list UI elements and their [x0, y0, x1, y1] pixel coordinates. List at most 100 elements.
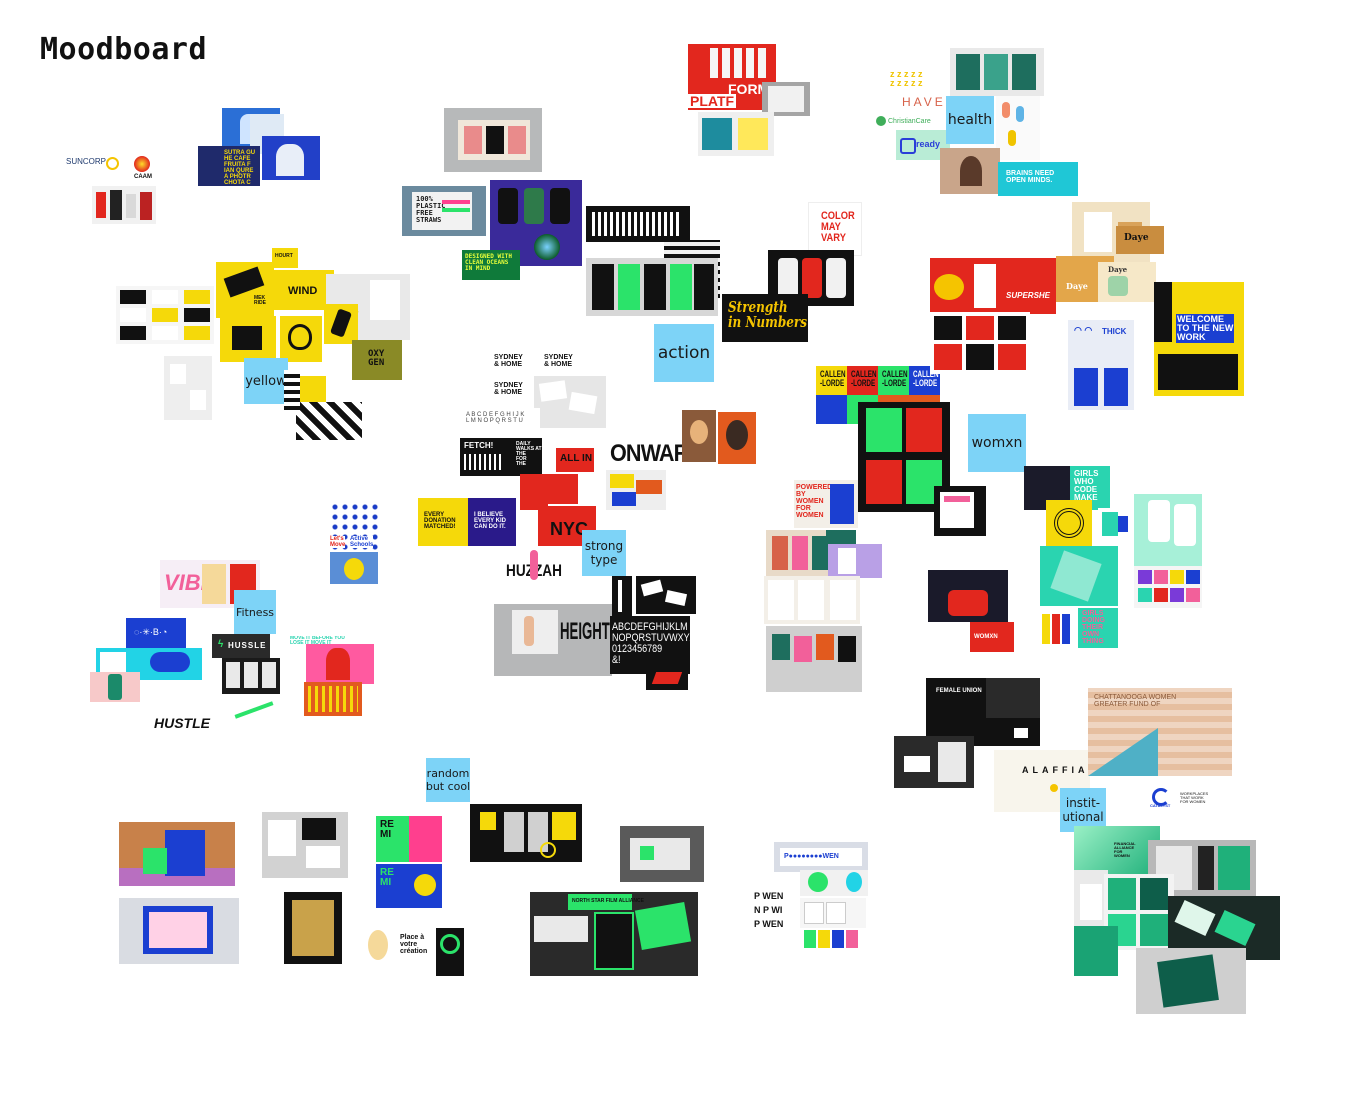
brains-need-open-minds-tile[interactable]: BRAINS NEED OPEN MINDS.: [998, 162, 1078, 196]
green-photo-tile[interactable]: [1074, 926, 1118, 976]
bw-type-tile[interactable]: [612, 576, 632, 616]
green-brochure-tile[interactable]: [436, 928, 464, 976]
women-app-grid-tile[interactable]: [1134, 566, 1202, 608]
suncorp-logo-tile[interactable]: SUNCORP: [62, 152, 120, 174]
dance-photo-tile[interactable]: [928, 570, 1008, 622]
female-union-tile[interactable]: FEMALE UNION: [926, 678, 1040, 746]
all-in-tile[interactable]: ALL IN: [556, 448, 594, 472]
alphabet-specimen-tile[interactable]: ABCDEFGHIJKLM NOPQRSTUVWXYZ 0123456789 &…: [610, 616, 690, 674]
powen-logos-tile[interactable]: P WEN N P WI P WEN: [752, 890, 800, 930]
fitness-text-tile[interactable]: MOVE IT BEFORE YOU LOSE IT MOVE IT: [290, 636, 348, 650]
powen-phone-tile[interactable]: [800, 870, 868, 896]
female-union-cards-tile[interactable]: [894, 736, 974, 788]
christiancare-logo-tile[interactable]: ChristianCare: [876, 114, 938, 130]
huzzah-wordmark-tile[interactable]: HUZZAH: [504, 550, 566, 600]
hourt-card-tile[interactable]: HOURT: [272, 248, 298, 268]
women-app-tile[interactable]: [1134, 494, 1202, 566]
color-may-vary-tile[interactable]: COLOR MAY VARY: [808, 202, 862, 256]
packaging-photo-tile[interactable]: [119, 822, 235, 886]
fitness-cards-tile[interactable]: [96, 648, 202, 680]
hussle-line-tile[interactable]: [228, 694, 284, 728]
powered-by-women-tile[interactable]: POWERED BY WOMEN FOR WOMEN: [764, 480, 858, 528]
hussle-app-tile[interactable]: [222, 658, 280, 694]
fitness-pink-tile[interactable]: [306, 644, 374, 684]
sticky-note-strong-type[interactable]: strong type: [582, 530, 626, 576]
plastic-free-tile[interactable]: 100% PLASTIC FREE STRAWS: [402, 186, 486, 236]
oxygen-logo-tile[interactable]: OXY GEN: [352, 340, 402, 380]
illustrated-people-tile[interactable]: [996, 96, 1040, 160]
daye-logo-tile[interactable]: Daye: [1116, 226, 1164, 254]
platform-book-tile[interactable]: [762, 82, 810, 116]
girls-doing-tile[interactable]: GIRLS DOING THEIR OWN THING: [1078, 608, 1118, 648]
sydney-cards-tile[interactable]: [534, 376, 606, 428]
health-photos-tile[interactable]: [950, 48, 1044, 96]
mek-ride-tile[interactable]: MEK RIDE: [252, 292, 274, 312]
yellow-brochure-tile[interactable]: [164, 356, 212, 420]
sticky-note-womxn[interactable]: womxn: [968, 414, 1026, 472]
blue-logo-tile[interactable]: ◌·✳·B·◔: [126, 618, 186, 650]
gold-poster-tile[interactable]: [284, 892, 342, 964]
supershe-tile[interactable]: SUPERSHE: [930, 258, 1056, 314]
billboard-tile[interactable]: [444, 108, 542, 172]
maze-logo-tile[interactable]: [586, 206, 690, 242]
active-photo-tile[interactable]: [330, 552, 378, 584]
thick-rainbow-tile[interactable]: ◠ ◠ THICK: [1068, 320, 1134, 410]
platform-tile[interactable]: PLATF FORM: [688, 44, 776, 110]
womxn-print-tile[interactable]: [764, 576, 860, 624]
haven-logo-tile[interactable]: z z z z z z z z z z HAVEN: [888, 68, 950, 110]
powen-swatches-tile[interactable]: [804, 928, 866, 950]
red-poster-tile[interactable]: [520, 474, 548, 510]
street-billboard-tile[interactable]: [620, 826, 704, 882]
sticky-note-random[interactable]: random but cool: [426, 758, 470, 802]
bw-stripes-tile-2[interactable]: [284, 370, 300, 410]
red-poster-tile-2[interactable]: [546, 474, 578, 504]
green-tote-tile[interactable]: [1074, 870, 1108, 928]
caam-logo-tile[interactable]: CAAM: [128, 154, 158, 182]
portrait-poster-tile-2[interactable]: [718, 412, 756, 464]
green-booklet-tile[interactable]: [1136, 948, 1246, 1014]
fetch-poster-tile[interactable]: FETCH!: [460, 438, 514, 476]
womxn-books-tile[interactable]: [766, 530, 830, 576]
runner-photo-tile[interactable]: [646, 666, 688, 690]
sticky-note-fitness[interactable]: Fitness: [234, 590, 276, 634]
platform-spread-tile[interactable]: [698, 112, 774, 156]
daily-walks-tile[interactable]: DAILY WALKS AT THE FOR THE: [514, 438, 542, 476]
sticky-note-yellow[interactable]: yellow: [244, 358, 288, 404]
girls-cup-tile[interactable]: [1098, 508, 1134, 542]
teal-product-tile[interactable]: [1040, 546, 1118, 606]
onward-cards-tile[interactable]: [606, 470, 666, 510]
supershe-grid-tile[interactable]: [930, 312, 1030, 374]
spiral-logo-tile[interactable]: [1046, 500, 1092, 546]
catalyst-logo-tile[interactable]: CATALYST WORKPLACES THAT WORK FOR WOMEN: [1150, 786, 1214, 810]
hussle-logo-tile[interactable]: ϟ HUSSLE: [212, 634, 270, 658]
place-creation-tile[interactable]: Place à votre création: [368, 926, 434, 976]
womxn-shop-tile[interactable]: WOMXN: [970, 622, 1014, 652]
bw-cards-tile[interactable]: [636, 576, 696, 614]
powen-billboard-tile[interactable]: P●●●●●●●●WEN: [774, 842, 868, 872]
sticky-note-action[interactable]: action: [654, 324, 714, 382]
fitness-phone-tile[interactable]: [90, 672, 140, 702]
sydney-alphabet-tile[interactable]: A B C D E F G H I J K L M N O P Q R S T …: [464, 408, 540, 438]
lets-move-tile[interactable]: Let's Move Active Schools: [330, 502, 378, 552]
oceans-phones-tile[interactable]: [490, 180, 582, 266]
daye-tin-tile[interactable]: Daye: [1098, 262, 1156, 302]
swatches-tile[interactable]: [1040, 610, 1078, 650]
every-donation-tile[interactable]: EVERY DONATION MATCHED!: [418, 498, 468, 546]
north-star-tile[interactable]: NORTH STAR FILM ALLIANCE: [530, 892, 698, 976]
designed-oceans-tile[interactable]: DESIGNED WITH CLEAN OCEANS IN MIND: [462, 250, 520, 280]
remix-poster-tile-2[interactable]: RE MI: [376, 864, 442, 908]
bw-stationery-tile[interactable]: [262, 812, 348, 878]
portrait-poster-tile[interactable]: [682, 410, 716, 462]
blue-poster-tile[interactable]: SUTRA GU HE CAFE FRUITA F IAN QURE A PHO…: [198, 146, 260, 186]
heights-billboard-tile[interactable]: HEIGHTS: [494, 604, 612, 676]
financial-alliance-tile[interactable]: FINANCIAL ALLIANCE FOR WOMEN: [1074, 826, 1160, 874]
sticky-note-health[interactable]: health: [946, 96, 994, 144]
yellow-logos-grid-tile[interactable]: [116, 286, 214, 344]
sticky-note-institutional[interactable]: instit- utional: [1060, 788, 1106, 832]
remix-poster-tile[interactable]: RE MI: [376, 816, 442, 862]
believe-tile[interactable]: I BELIEVE EVERY KID CAN DO IT.: [468, 498, 516, 546]
blue-illustration-tile[interactable]: [119, 898, 239, 964]
powen-cards-tile[interactable]: [800, 898, 866, 928]
caam-posters-tile[interactable]: [92, 186, 156, 224]
